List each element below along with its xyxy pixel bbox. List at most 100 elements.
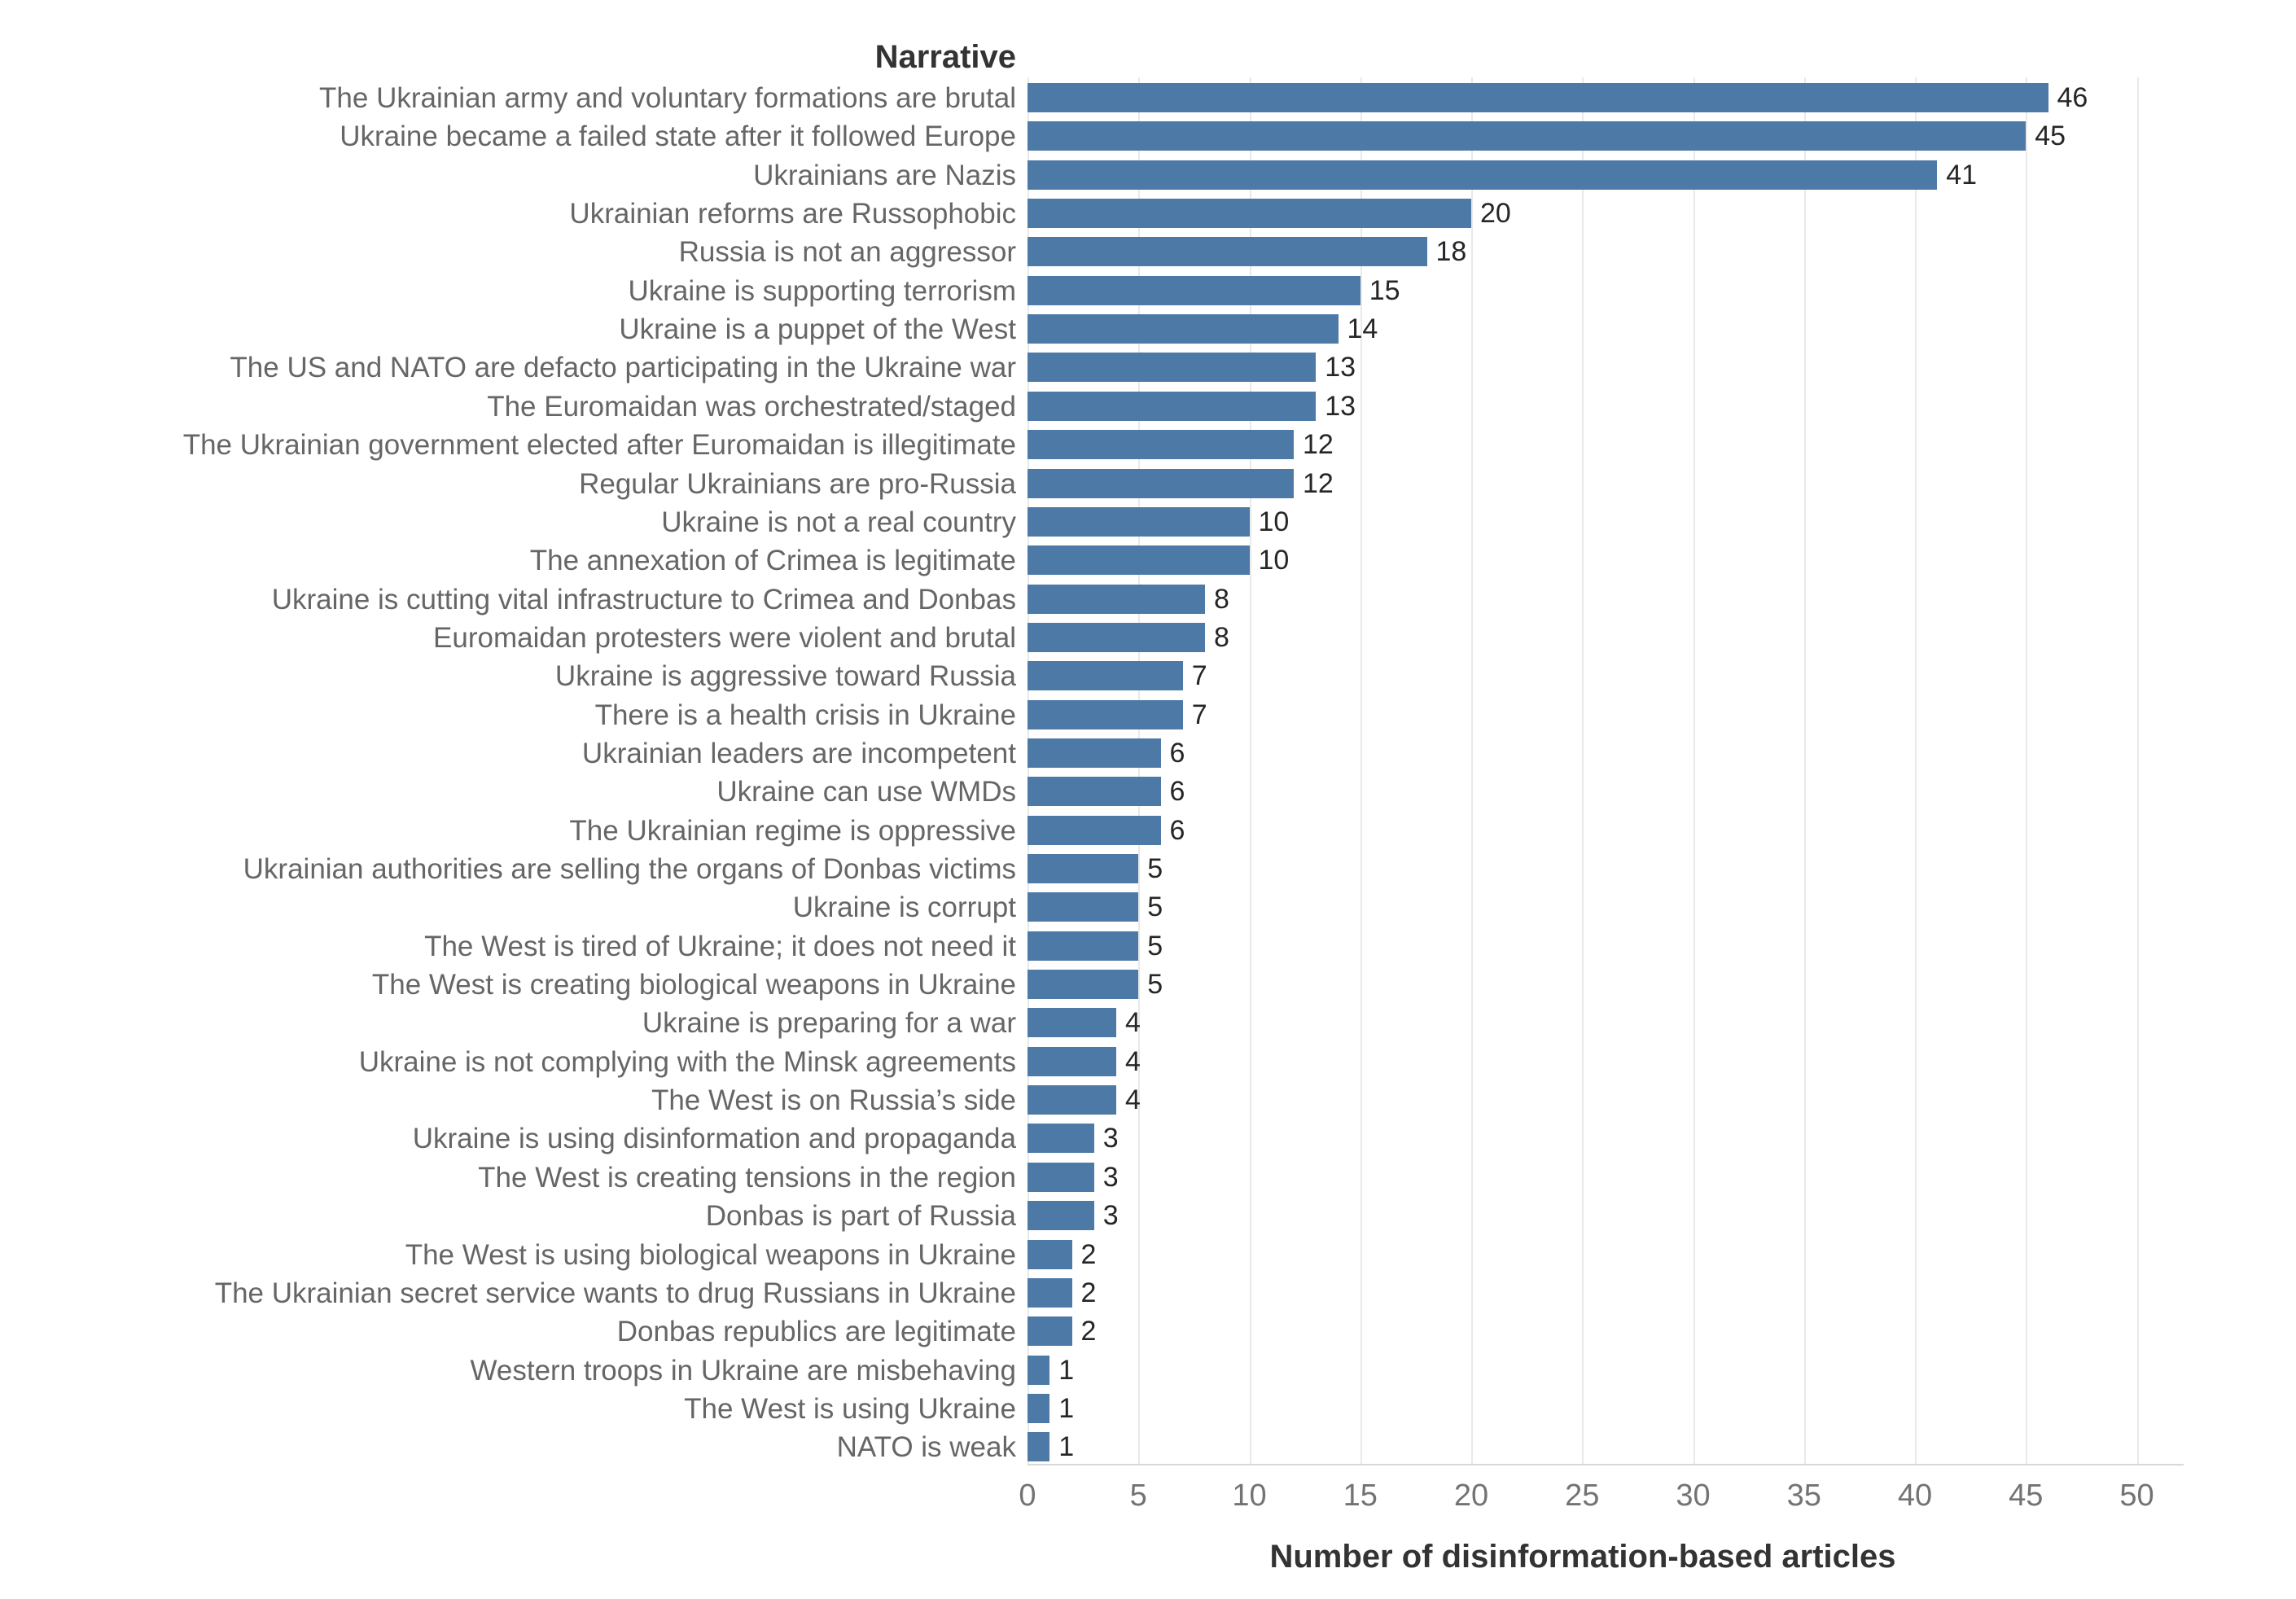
- value-label: 45: [2035, 120, 2066, 152]
- category-label: The Ukrainian government elected after E…: [182, 429, 1016, 462]
- gridline: [2136, 77, 2139, 1464]
- gridline: [1360, 77, 1362, 1464]
- x-tick-label: 5: [1129, 1479, 1147, 1513]
- bar[interactable]: [1028, 121, 2027, 151]
- category-label: The Ukrainian secret service wants to dr…: [214, 1277, 1016, 1309]
- bar[interactable]: [1028, 430, 1294, 460]
- value-label: 3: [1102, 1123, 1119, 1154]
- category-label: Ukraine is preparing for a war: [642, 1007, 1016, 1040]
- value-label: 1: [1058, 1354, 1075, 1386]
- category-label: Ukraine became a failed state after it f…: [340, 120, 1016, 153]
- value-label: 20: [1480, 198, 1511, 230]
- gridline: [1249, 77, 1251, 1464]
- value-label: 2: [1080, 1316, 1097, 1347]
- bar[interactable]: [1028, 1393, 1050, 1423]
- bar[interactable]: [1028, 699, 1183, 729]
- value-label: 1: [1058, 1431, 1075, 1463]
- bar[interactable]: [1028, 1085, 1116, 1115]
- value-label: 5: [1147, 969, 1163, 1001]
- gridline: [1803, 77, 1806, 1464]
- bar[interactable]: [1028, 545, 1250, 576]
- value-label: 18: [1435, 236, 1467, 268]
- bar[interactable]: [1028, 1239, 1072, 1269]
- bar[interactable]: [1028, 1201, 1094, 1231]
- bar[interactable]: [1028, 83, 2048, 112]
- value-label: 6: [1169, 737, 1185, 769]
- category-label: Ukraine can use WMDs: [716, 776, 1016, 808]
- category-label: The Ukrainian regime is oppressive: [569, 814, 1016, 847]
- bar[interactable]: [1028, 854, 1139, 883]
- category-label: Ukraine is supporting terrorism: [628, 274, 1016, 307]
- bar[interactable]: [1028, 1162, 1094, 1192]
- bar[interactable]: [1028, 1316, 1072, 1347]
- gridline: [2026, 77, 2028, 1464]
- bar[interactable]: [1028, 1277, 1072, 1308]
- value-label: 5: [1147, 853, 1163, 884]
- x-tick-label: 20: [1453, 1479, 1489, 1513]
- x-tick-label: 25: [1565, 1479, 1600, 1513]
- bar[interactable]: [1028, 314, 1339, 344]
- x-tick-label: 30: [1676, 1479, 1711, 1513]
- bar[interactable]: [1028, 738, 1161, 768]
- bar[interactable]: [1028, 815, 1161, 845]
- value-label: 1: [1058, 1392, 1075, 1424]
- gridline: [1582, 77, 1584, 1464]
- value-label: 4: [1125, 1045, 1141, 1077]
- bar[interactable]: [1028, 777, 1161, 807]
- category-label: The Euromaidan was orchestrated/staged: [487, 390, 1016, 423]
- value-label: 8: [1214, 583, 1229, 615]
- row-field-header: Narrative: [874, 39, 1016, 75]
- bar[interactable]: [1028, 1432, 1050, 1462]
- value-label: 41: [1946, 159, 1978, 191]
- bar[interactable]: [1028, 931, 1139, 961]
- bar[interactable]: [1028, 1124, 1094, 1154]
- bar[interactable]: [1028, 1046, 1116, 1076]
- x-axis-title: Number of disinformation-based articles: [1269, 1539, 1896, 1575]
- category-labels-column: The Ukrainian army and voluntary formati…: [0, 77, 1016, 1465]
- bar[interactable]: [1028, 468, 1294, 498]
- category-label: Donbas republics are legitimate: [616, 1316, 1016, 1348]
- plot-area: 46 45 41 20 18 15 14 13 13 12 12 10 10 8 8 7 7 6 6 6 5 5 5 5 4 4 4…: [1028, 77, 2184, 1465]
- bar[interactable]: [1028, 237, 1427, 267]
- x-tick-label: 10: [1232, 1479, 1267, 1513]
- value-label: 4: [1125, 1084, 1141, 1116]
- bar[interactable]: [1028, 970, 1139, 1000]
- value-label: 6: [1169, 814, 1185, 846]
- value-label: 10: [1258, 545, 1290, 576]
- x-tick-label: 40: [1897, 1479, 1933, 1513]
- bar[interactable]: [1028, 275, 1361, 305]
- category-label: Ukrainians are Nazis: [753, 159, 1016, 191]
- value-label: 15: [1369, 274, 1400, 306]
- bar[interactable]: [1028, 506, 1250, 537]
- bar[interactable]: [1028, 622, 1205, 652]
- category-label: Ukraine is not complying with the Minsk …: [358, 1045, 1016, 1078]
- category-label: Euromaidan protesters were violent and b…: [433, 621, 1016, 654]
- x-tick-label: 15: [1343, 1479, 1378, 1513]
- bar[interactable]: [1028, 391, 1317, 421]
- category-label: Ukrainian reforms are Russophobic: [569, 198, 1016, 230]
- bar[interactable]: [1028, 661, 1183, 691]
- category-label: Regular Ukrainians are pro-Russia: [579, 467, 1016, 500]
- value-label: 3: [1102, 1200, 1119, 1232]
- category-label: The West is using biological weapons in …: [405, 1238, 1016, 1271]
- category-label: The annexation of Crimea is legitimate: [529, 545, 1016, 577]
- bar[interactable]: [1028, 199, 1471, 229]
- category-label: The West is creating tensions in the reg…: [478, 1161, 1016, 1194]
- value-label: 5: [1147, 930, 1163, 962]
- gridline: [1138, 77, 1141, 1464]
- value-label: 14: [1347, 313, 1378, 345]
- category-label: Ukraine is aggressive toward Russia: [554, 660, 1016, 693]
- bar[interactable]: [1028, 584, 1205, 614]
- category-label: Western troops in Ukraine are misbehavin…: [470, 1354, 1016, 1387]
- bar[interactable]: [1028, 160, 1938, 190]
- category-label: There is a health crisis in Ukraine: [594, 699, 1016, 731]
- category-label: Ukraine is cutting vital infrastructure …: [271, 583, 1016, 616]
- category-label: The Ukrainian army and voluntary formati…: [319, 82, 1016, 114]
- bar[interactable]: [1028, 1008, 1116, 1038]
- value-label: 5: [1147, 891, 1163, 923]
- bar[interactable]: [1028, 353, 1317, 383]
- value-label: 8: [1214, 621, 1229, 653]
- bar[interactable]: [1028, 892, 1139, 922]
- value-label: 7: [1191, 660, 1207, 692]
- bar[interactable]: [1028, 1355, 1050, 1385]
